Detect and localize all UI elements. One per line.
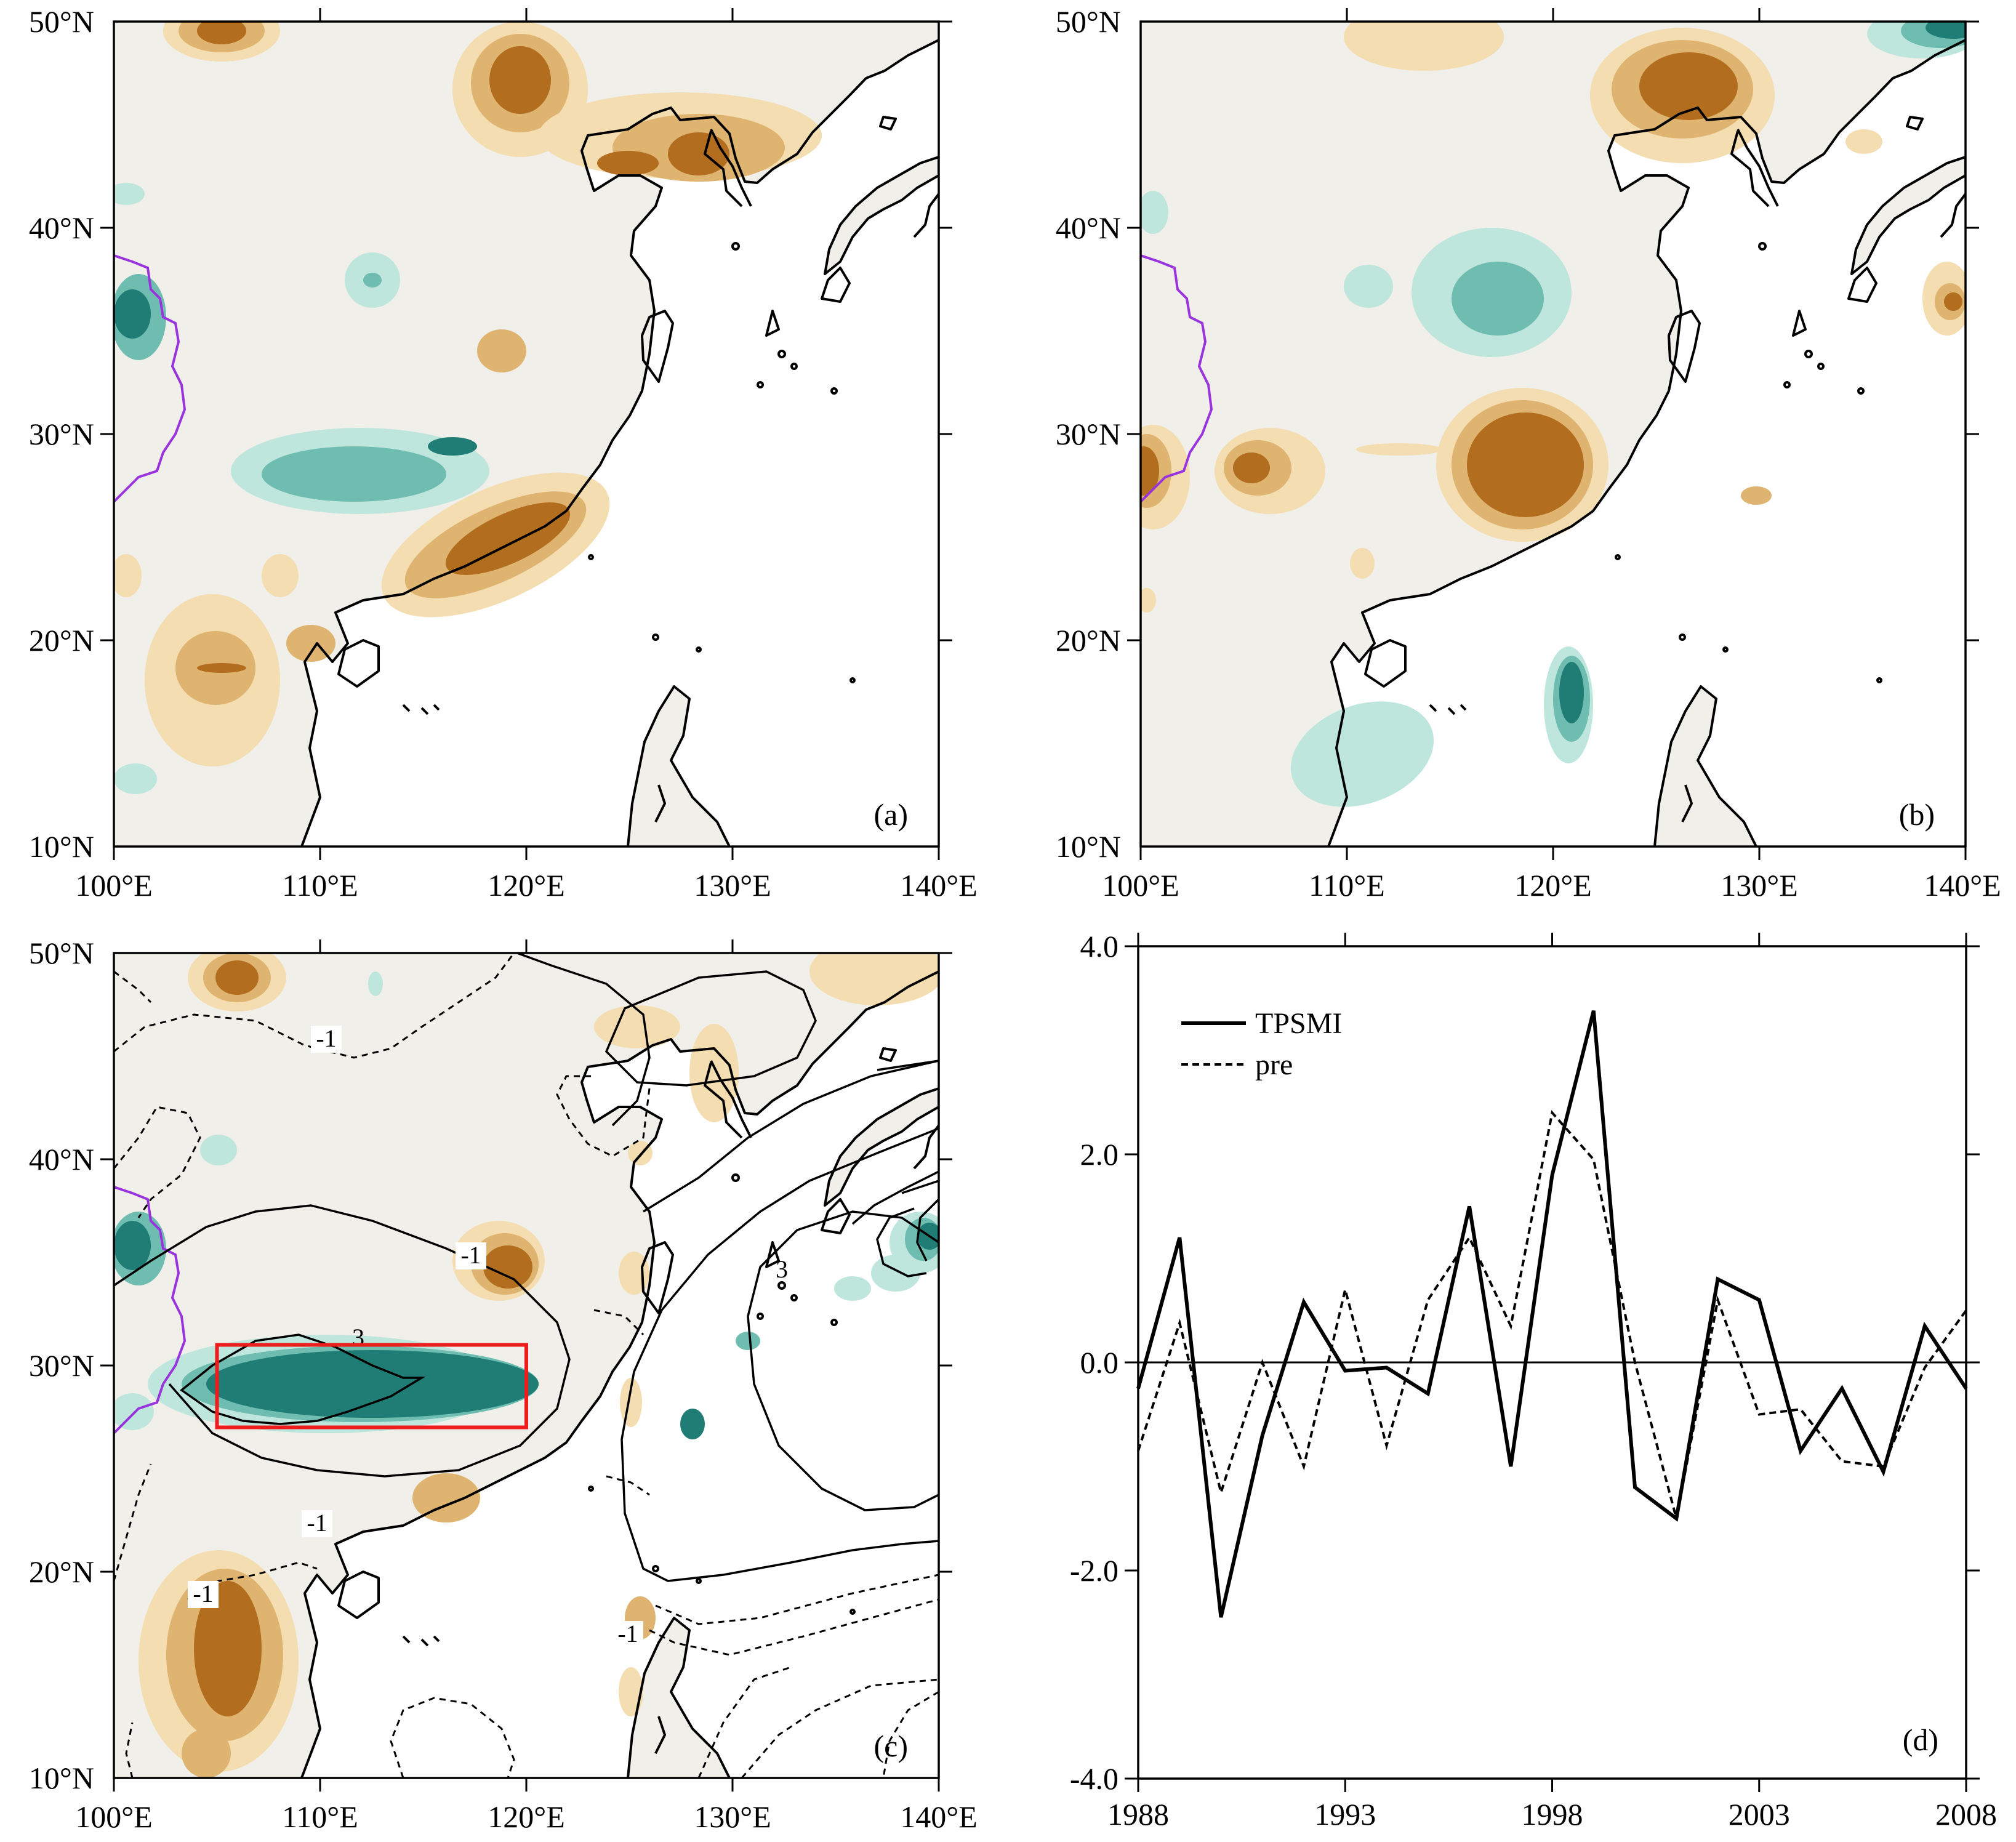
map-panel-c: -1 -1 3 -1 -1 -1 3 10°N 20°N: [29, 936, 978, 1834]
contour-lines-c: [114, 953, 939, 1582]
lat-label-50n: 50°N: [29, 936, 94, 970]
lat-label-50n: 50°N: [29, 4, 94, 39]
contour-label: -1: [460, 1241, 481, 1269]
lat-label-30n: 30°N: [29, 417, 94, 451]
y-tick-label: 2.0: [1080, 1137, 1119, 1172]
lon-label-110e: 110°E: [282, 868, 358, 903]
lat-label-30n: 30°N: [29, 1348, 94, 1383]
series-line-pre: [1137, 1110, 1967, 1519]
anomaly-shading-a: [114, 22, 822, 794]
lat-label-20n: 20°N: [29, 1554, 94, 1589]
lon-labels-a: 100°E 110°E 120°E 130°E 140°E: [75, 868, 978, 903]
lon-labels-c: 100°E 110°E 120°E 130°E 140°E: [75, 1800, 978, 1834]
ocean-region: [1328, 40, 1966, 847]
lat-label-40n: 40°N: [29, 1142, 94, 1176]
chart-legend: TPSMI pre: [1181, 1007, 1342, 1081]
contour-label: -1: [193, 1580, 213, 1607]
y-tick-label: -4.0: [1070, 1761, 1118, 1796]
lon-label-120e: 120°E: [488, 1800, 565, 1834]
lat-labels-a: 10°N 20°N 30°N 40°N 50°N: [29, 4, 94, 864]
contour-label: -1: [307, 1509, 327, 1537]
contour-label: 3: [352, 1324, 364, 1351]
anomaly-shading-c: [114, 953, 939, 1778]
lat-label-10n: 10°N: [29, 1761, 94, 1795]
x-tick-label: 2008: [1935, 1797, 1997, 1832]
lat-label-30n: 30°N: [1056, 417, 1121, 451]
contour-labels-c: -1 -1 3 -1 -1 -1 3: [188, 1024, 788, 1648]
lat-label-50n: 50°N: [1056, 4, 1121, 39]
lon-label-140e: 140°E: [900, 868, 978, 903]
map-ticks-a: [100, 8, 952, 860]
lat-label-40n: 40°N: [29, 211, 94, 245]
series-line-tpsmi: [1136, 1010, 1968, 1618]
y-tick-label: -2.0: [1070, 1553, 1118, 1588]
lat-label-20n: 20°N: [29, 623, 94, 658]
lon-label-100e: 100°E: [75, 868, 153, 903]
lon-label-110e: 110°E: [282, 1800, 358, 1834]
lon-label-100e: 100°E: [1102, 868, 1179, 903]
panel-label-a: (a): [874, 797, 909, 832]
panel-label-b: (b): [1899, 797, 1935, 832]
x-tick-label: 1988: [1107, 1797, 1169, 1832]
map-panel-b: 10°N 20°N 30°N 40°N 50°N 100°E 110°E 120…: [1056, 4, 2001, 903]
ocean-region: [302, 971, 939, 1778]
lat-labels-c: 10°N 20°N 30°N 40°N 50°N: [29, 936, 94, 1795]
lon-label-140e: 140°E: [1924, 868, 2001, 903]
lat-label-20n: 20°N: [1056, 623, 1121, 658]
lon-label-130e: 130°E: [694, 868, 771, 903]
x-tick-labels: 1988 1993 1998 2003 2008: [1107, 1797, 1997, 1832]
dashed-contours-c: [114, 953, 939, 1778]
contour-label: 3: [776, 1255, 788, 1283]
chart-ticks: [1125, 933, 1980, 1792]
y-tick-label: 4.0: [1080, 929, 1119, 963]
map-panel-a: 10°N 20°N 30°N 40°N 50°N 100°E 110°E 120…: [29, 4, 978, 903]
chart-frame: [1137, 945, 1967, 1780]
x-tick-label: 1998: [1522, 1797, 1583, 1832]
x-tick-label: 2003: [1729, 1797, 1790, 1832]
anomaly-shading-b: [1141, 22, 1966, 807]
ocean-region: [302, 40, 939, 847]
lat-labels-b: 10°N 20°N 30°N 40°N 50°N: [1056, 4, 1121, 864]
lon-labels-b: 100°E 110°E 120°E 130°E 140°E: [1102, 868, 2001, 903]
y-tick-label: 0.0: [1080, 1345, 1119, 1380]
contour-label: -1: [316, 1024, 336, 1052]
time-series-panel-d: -4.0 -2.0 0.0 2.0 4.0 1988 1993 1998 2003 2008 T…: [1070, 929, 1997, 1832]
y-tick-labels: -4.0 -2.0 0.0 2.0 4.0: [1070, 929, 1118, 1796]
lon-label-140e: 140°E: [900, 1800, 978, 1834]
legend-label-pre: pre: [1255, 1048, 1293, 1081]
lon-label-130e: 130°E: [694, 1800, 771, 1834]
panel-label-d: (d): [1903, 1723, 1938, 1757]
lat-label-10n: 10°N: [1056, 829, 1121, 864]
x-tick-label: 1993: [1314, 1797, 1376, 1832]
lon-label-100e: 100°E: [75, 1800, 153, 1834]
panel-label-c: (c): [874, 1729, 909, 1763]
lon-label-130e: 130°E: [1721, 868, 1798, 903]
legend-label-tpsmi: TPSMI: [1255, 1007, 1342, 1040]
map-ticks-c: [100, 939, 952, 1792]
lat-label-40n: 40°N: [1056, 211, 1121, 245]
lat-label-10n: 10°N: [29, 829, 94, 864]
lon-label-120e: 120°E: [1514, 868, 1592, 903]
lon-label-110e: 110°E: [1309, 868, 1385, 903]
lon-label-120e: 120°E: [488, 868, 565, 903]
map-ticks-b: [1127, 8, 1979, 860]
target-region-box: [215, 1343, 528, 1430]
contour-label: -1: [617, 1620, 638, 1647]
